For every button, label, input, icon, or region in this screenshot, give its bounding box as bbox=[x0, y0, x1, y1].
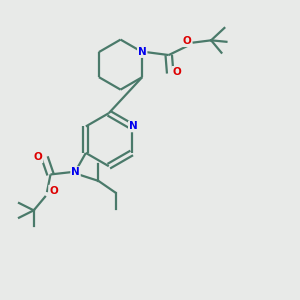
Text: O: O bbox=[34, 152, 43, 162]
Text: N: N bbox=[138, 47, 147, 57]
Text: N: N bbox=[129, 122, 138, 131]
Text: N: N bbox=[71, 167, 80, 177]
Text: O: O bbox=[172, 67, 181, 77]
Text: O: O bbox=[182, 36, 191, 46]
Text: O: O bbox=[49, 186, 58, 196]
